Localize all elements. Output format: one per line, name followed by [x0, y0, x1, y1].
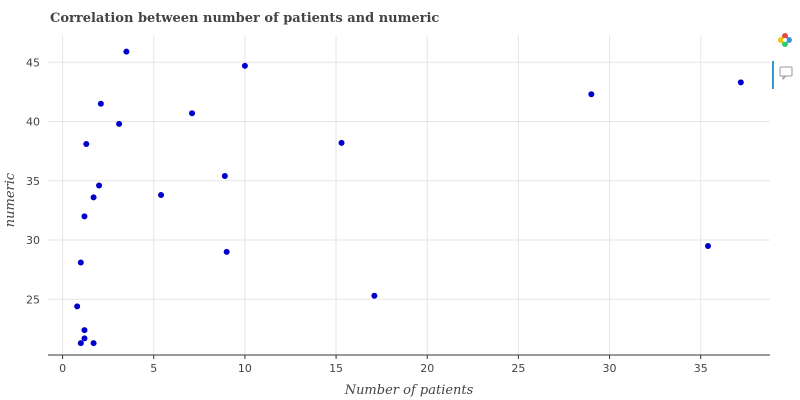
data-point[interactable]	[90, 194, 97, 201]
x-tick-label: 15	[329, 362, 343, 375]
toolbar	[772, 33, 793, 89]
color-palette-icon[interactable]	[778, 33, 792, 47]
data-point[interactable]	[81, 213, 88, 220]
data-point[interactable]	[116, 120, 123, 127]
data-point[interactable]	[77, 340, 84, 347]
data-point[interactable]	[83, 141, 90, 148]
data-point[interactable]	[97, 100, 104, 107]
y-tick-label: 40	[26, 116, 40, 129]
data-points	[74, 48, 744, 347]
data-point[interactable]	[81, 327, 88, 334]
data-point[interactable]	[158, 192, 165, 198]
data-point[interactable]	[90, 340, 97, 347]
x-tick-label: 5	[150, 362, 157, 375]
data-point[interactable]	[221, 173, 228, 180]
y-tick-label: 30	[26, 234, 40, 247]
data-point[interactable]	[123, 48, 130, 55]
data-point[interactable]	[96, 182, 103, 189]
data-point[interactable]	[338, 139, 345, 146]
grid-lines	[48, 35, 770, 359]
data-point[interactable]	[705, 242, 712, 249]
comment-icon[interactable]	[779, 66, 793, 81]
y-tick-label: 35	[26, 175, 40, 188]
data-point[interactable]	[189, 110, 196, 117]
data-point[interactable]	[223, 248, 230, 255]
x-tick-label: 25	[511, 362, 525, 375]
x-axis-label: Number of patients	[344, 383, 474, 398]
data-point[interactable]	[241, 62, 248, 69]
x-tick-label: 10	[238, 362, 252, 375]
data-point[interactable]	[77, 259, 84, 266]
scroll-indicator	[772, 61, 774, 89]
data-point[interactable]	[74, 303, 81, 310]
x-tick-label: 0	[59, 362, 66, 375]
y-tick-label: 45	[26, 56, 40, 69]
x-tick-label: 30	[603, 362, 617, 375]
y-axis-label: numeric	[3, 172, 18, 227]
data-point[interactable]	[371, 292, 378, 299]
data-point[interactable]	[737, 79, 744, 86]
data-point[interactable]	[588, 91, 595, 98]
data-point[interactable]	[81, 335, 88, 342]
x-tick-labels: 0 5 10 15 20 25 30 35	[59, 362, 708, 375]
x-tick-label: 35	[694, 362, 708, 375]
chart-title: Correlation between number of patients a…	[50, 11, 439, 26]
y-tick-labels: 25 30 35 40 45	[26, 56, 40, 306]
y-tick-label: 25	[26, 293, 40, 306]
x-tick-label: 20	[420, 362, 434, 375]
